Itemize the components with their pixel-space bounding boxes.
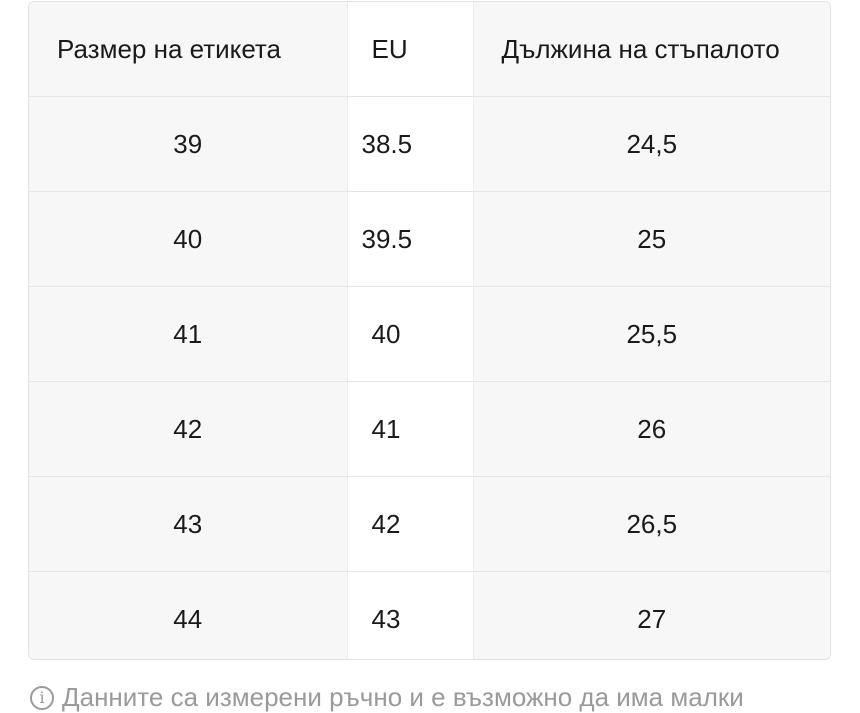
table-row: 43 42 26,5 (29, 476, 830, 572)
table-row: 40 39.5 25 (29, 191, 830, 287)
table-row: 44 43 27 (29, 571, 830, 659)
cell-label-size: 42 (29, 381, 347, 477)
cell-label-size: 41 (29, 286, 347, 382)
header-label-size: Размер на етикета (29, 2, 347, 97)
cell-label-size: 40 (29, 191, 347, 287)
cell-foot-length: 27 (473, 571, 830, 659)
cell-eu: 40 (346, 286, 474, 382)
cell-foot-length: 26,5 (473, 476, 830, 572)
table-row: 42 41 26 (29, 381, 830, 477)
cell-label-size: 43 (29, 476, 347, 572)
size-table: Размер на етикета EU Дължина на стъпалот… (29, 2, 830, 659)
table-header-row: Размер на етикета EU Дължина на стъпалот… (29, 2, 830, 97)
cell-eu: 39.5 (346, 191, 474, 287)
size-table-card: Размер на етикета EU Дължина на стъпалот… (28, 1, 831, 660)
cell-foot-length: 25,5 (473, 286, 830, 382)
data-disclaimer: i Данните са измерени ръчно и е възможно… (30, 682, 744, 713)
cell-label-size: 44 (29, 571, 347, 659)
disclaimer-text: Данните са измерени ръчно и е възможно д… (62, 682, 744, 712)
info-icon: i (30, 685, 54, 710)
cell-eu: 42 (346, 476, 474, 572)
cell-foot-length: 24,5 (473, 96, 830, 192)
table-row: 41 40 25,5 (29, 286, 830, 382)
cell-label-size: 39 (29, 96, 347, 192)
cell-eu: 38.5 (346, 96, 474, 192)
cell-eu: 43 (346, 571, 474, 659)
header-foot-length: Дължина на стъпалото (473, 2, 830, 97)
cell-foot-length: 25 (473, 191, 830, 287)
table-row: 39 38.5 24,5 (29, 96, 830, 192)
cell-foot-length: 26 (473, 381, 830, 477)
cell-eu: 41 (346, 381, 474, 477)
header-eu: EU (346, 2, 474, 97)
